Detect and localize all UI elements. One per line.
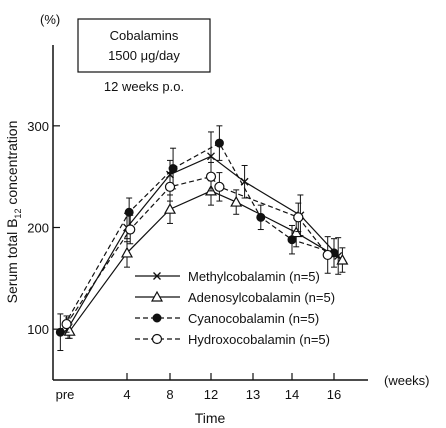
y-tick-label: 100: [27, 322, 49, 337]
data-point: [205, 171, 217, 182]
y-axis-title-main: Serum total B: [4, 219, 20, 304]
x-tick-label: pre: [56, 387, 75, 402]
legend-label: Hydroxocobalamin (n=5): [188, 332, 330, 347]
y-axis-title: Serum total B12 concentration: [4, 121, 23, 304]
series-open-circle: [61, 161, 333, 333]
data-point: [214, 181, 225, 192]
y-tick-label: 300: [27, 119, 49, 134]
dose-annotation-box: [77, 18, 211, 73]
x-tick-label: 12: [204, 387, 218, 402]
x-tick-label: 16: [327, 387, 341, 402]
annotation-line-1: Cobalamins: [110, 28, 179, 43]
annotation-line-2: 1500 μg/day: [108, 48, 180, 63]
y-axis-title-tail: concentration: [4, 121, 20, 209]
x-tick-label: 13: [246, 387, 260, 402]
legend-marker: [153, 272, 161, 280]
y-ticks: 100 200 300: [27, 119, 60, 337]
x-tick-label: 8: [166, 387, 173, 402]
legend-label: Methylcobalamin (n=5): [188, 269, 320, 284]
data-point: [322, 249, 333, 261]
y-tick-label: 200: [27, 221, 49, 236]
data-point: [207, 152, 215, 161]
data-point: [336, 253, 349, 265]
data-point: [55, 327, 65, 337]
x-unit-label: (weeks): [384, 373, 430, 388]
legend-item: Hydroxocobalamin (n=5): [135, 332, 330, 347]
data-point: [256, 212, 266, 222]
legend-marker: [150, 290, 164, 302]
legend-label: Adenosylcobalamin (n=5): [188, 290, 335, 305]
legend-item: Adenosylcobalamin (n=5): [135, 290, 335, 305]
legend-marker: [152, 313, 162, 323]
x-ticks: pre 4 8 12 13 14 16: [56, 373, 341, 402]
data-point: [290, 226, 303, 238]
data-point: [230, 195, 243, 207]
data-point: [120, 246, 134, 258]
data-point: [293, 212, 304, 223]
legend-label: Cyanocobalamin (n=5): [188, 311, 319, 326]
y-axis-title-sub: 12: [13, 209, 23, 219]
data-point: [61, 318, 72, 330]
series-filled-circle: [55, 125, 339, 352]
data-point: [63, 324, 76, 336]
data-point: [168, 164, 178, 174]
x-axis-title: Time: [195, 410, 226, 426]
annotation-line-3: 12 weeks p.o.: [104, 79, 184, 94]
data-point: [164, 181, 176, 192]
series-layer: [55, 125, 349, 352]
y-unit-label: (%): [40, 12, 60, 27]
data-point: [287, 235, 297, 245]
legend-marker: [151, 333, 163, 345]
data-point: [214, 138, 224, 148]
data-point: [163, 202, 177, 214]
x-tick-label: 14: [285, 387, 299, 402]
data-point: [125, 224, 136, 235]
legend-item: Cyanocobalamin (n=5): [135, 311, 319, 326]
x-tick-label: 4: [123, 387, 130, 402]
legend: Methylcobalamin (n=5) Adenosylcobalamin (…: [135, 269, 335, 347]
legend-item: Methylcobalamin (n=5): [135, 269, 320, 284]
data-point: [124, 207, 134, 217]
